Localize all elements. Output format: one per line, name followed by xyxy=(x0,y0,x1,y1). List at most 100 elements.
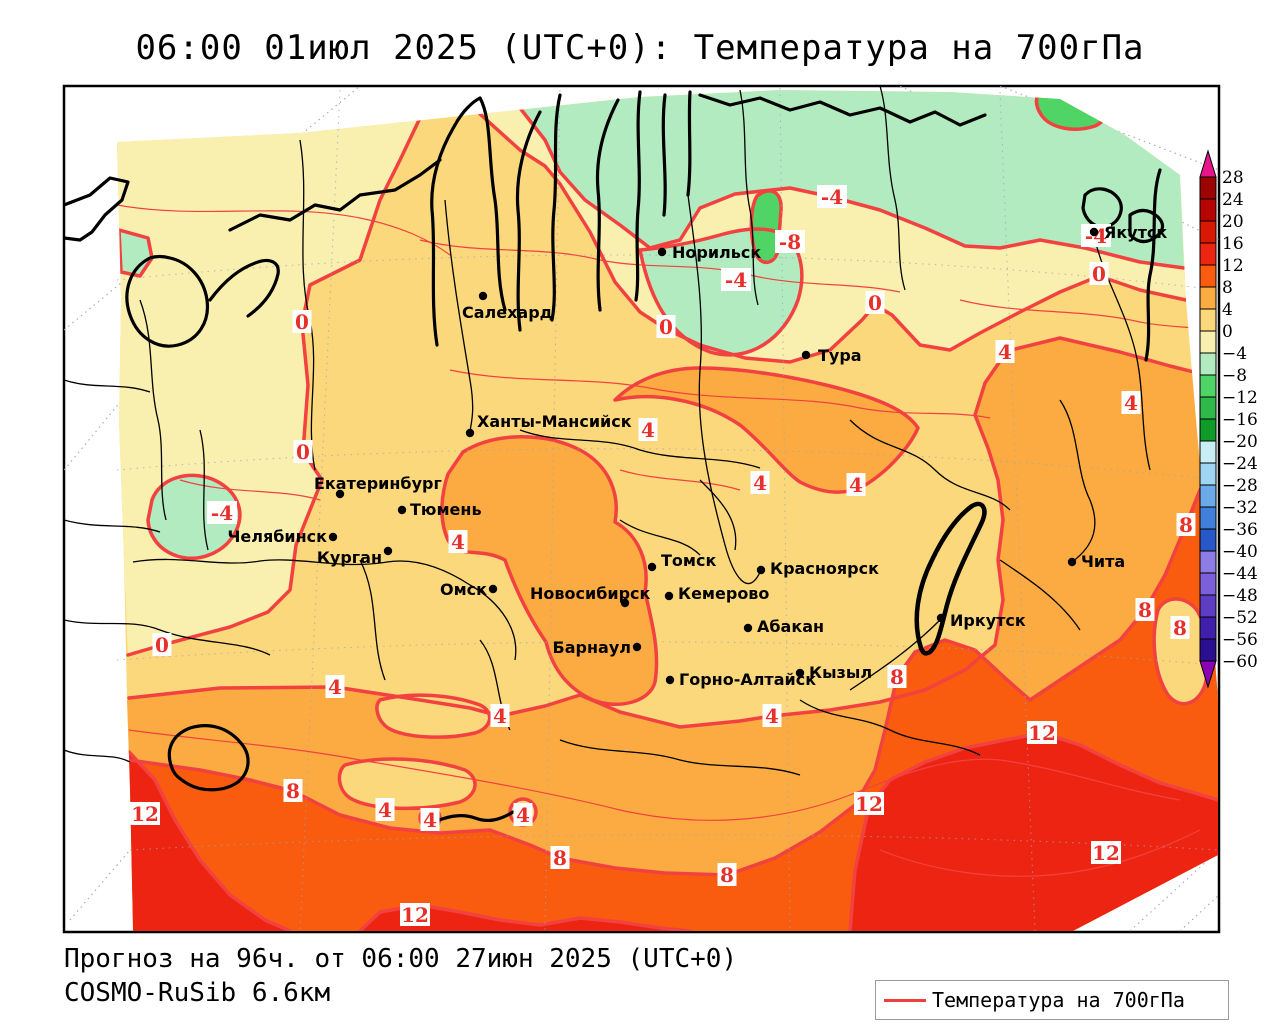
contour-label-box xyxy=(1176,513,1196,536)
colorbar-label: 12 xyxy=(1222,256,1244,276)
contour-label-box xyxy=(293,440,313,463)
colorbar-label: −32 xyxy=(1222,498,1258,518)
colorbar-label: 8 xyxy=(1222,278,1233,298)
city-dot xyxy=(335,489,345,499)
colorbar-label: 28 xyxy=(1222,168,1244,188)
contour-label-box xyxy=(638,418,658,441)
contour-label-box xyxy=(283,779,303,802)
contour-label-box xyxy=(1170,616,1190,639)
city-dot xyxy=(756,565,766,575)
city-label: Челябинск xyxy=(227,527,327,546)
city-label: Новосибирск xyxy=(530,584,651,603)
city-dot xyxy=(397,505,407,515)
contour-label-box xyxy=(325,675,345,698)
contour-label-box xyxy=(1027,721,1057,744)
colorbar-label: −36 xyxy=(1222,520,1258,540)
contour-label-box xyxy=(400,903,430,926)
colorbar-label: −52 xyxy=(1222,608,1258,628)
contour-label: 4 xyxy=(641,418,655,442)
colorbar-label: −60 xyxy=(1222,652,1258,672)
colorbar-block xyxy=(1199,198,1217,222)
contour-label: 0 xyxy=(1092,262,1106,286)
city-dot xyxy=(465,428,475,438)
colorbar-block xyxy=(1199,330,1217,354)
contour-label: 8 xyxy=(1179,513,1193,537)
city-dot xyxy=(936,613,946,623)
city-dot xyxy=(664,591,674,601)
contour-label: 12 xyxy=(131,802,159,826)
contour-label-box xyxy=(550,846,570,869)
city-dot xyxy=(1067,557,1077,567)
contour-label: 0 xyxy=(659,315,673,339)
colorbar-block xyxy=(1199,242,1217,266)
colorbar-label: 0 xyxy=(1222,322,1233,342)
contour-label: 4 xyxy=(849,473,863,497)
colorbar-label: 24 xyxy=(1222,190,1244,210)
contour-label: 4 xyxy=(516,803,530,827)
contour-label-box xyxy=(207,501,237,524)
colorbar-block xyxy=(1199,418,1217,442)
city-markers: Норильск Салехард Тура Якутск Ханты-Мансийск… xyxy=(227,223,1167,689)
contour-label: -4 xyxy=(821,185,843,209)
contour-label: 8 xyxy=(1173,616,1187,640)
lake-baikal-outline xyxy=(914,501,987,656)
city-label: Курган xyxy=(317,548,382,567)
map-title: 06:00 01июл 2025 (UTC+0): Температура на… xyxy=(135,28,1145,68)
colorbar-block xyxy=(1199,616,1217,640)
contour-label: 12 xyxy=(1092,841,1120,865)
contour-label: 0 xyxy=(868,291,882,315)
city-dot xyxy=(647,562,657,572)
colorbar-label: 4 xyxy=(1222,300,1233,320)
contour-label: 0 xyxy=(155,633,169,657)
colorbar-label: −56 xyxy=(1222,630,1258,650)
city-label: Абакан xyxy=(757,617,824,636)
contour-label-box xyxy=(375,798,395,821)
colorbar-label: 16 xyxy=(1222,234,1244,254)
contour-label-box xyxy=(448,530,468,553)
contour-label-box xyxy=(152,633,172,656)
colorbar-block xyxy=(1199,308,1217,332)
legend-label: Температура на 700гПа xyxy=(932,988,1185,1012)
contour-label: -4 xyxy=(725,268,747,292)
colorbar-block xyxy=(1199,352,1217,376)
colorbar-block xyxy=(1199,528,1217,552)
colorbar-block xyxy=(1199,220,1217,244)
contour-label: 4 xyxy=(493,704,507,728)
contour-label: 0 xyxy=(295,310,309,334)
city-dot xyxy=(657,247,667,257)
forecast-info-text: Прогноз на 96ч. от 06:00 27июн 2025 (UTC… xyxy=(64,944,738,974)
contour-label-box xyxy=(130,802,160,825)
contour-label-box xyxy=(775,230,805,253)
city-label: Чита xyxy=(1081,552,1125,571)
contour-label: 4 xyxy=(378,798,392,822)
contour-label: 4 xyxy=(753,471,767,495)
colorbar-label: −8 xyxy=(1222,366,1247,386)
city-label: Тура xyxy=(818,346,862,365)
contour-label: -4 xyxy=(211,501,233,525)
colorbar-block xyxy=(1199,440,1217,464)
city-label: Кызыл xyxy=(809,663,872,682)
city-dot xyxy=(1089,227,1099,237)
colorbar-label: −28 xyxy=(1222,476,1258,496)
contour-label-box xyxy=(513,803,533,826)
city-dot xyxy=(383,546,393,556)
contour-label: 12 xyxy=(855,792,883,816)
contour-label-box xyxy=(1135,598,1155,621)
colorbar-label: −12 xyxy=(1222,388,1258,408)
city-label: Омск xyxy=(440,580,487,599)
contour-label-box xyxy=(420,808,440,831)
contour-label: 12 xyxy=(401,903,429,927)
contour-label: 4 xyxy=(328,675,342,699)
colorbar-block xyxy=(1199,572,1217,596)
colorbar-label: 20 xyxy=(1222,212,1244,232)
contour-label-box xyxy=(490,704,510,727)
contour-label-box xyxy=(817,185,847,208)
contour-label-box xyxy=(1089,262,1109,285)
contour-label: 0 xyxy=(296,440,310,464)
legend-box: Температура на 700гПа xyxy=(875,980,1229,1020)
city-label: Норильск xyxy=(672,243,761,262)
model-info-text: COSMO-RuSib 6.6км xyxy=(64,978,331,1008)
contour-label-box xyxy=(865,291,885,314)
colorbar-under-arrow xyxy=(1199,660,1217,689)
